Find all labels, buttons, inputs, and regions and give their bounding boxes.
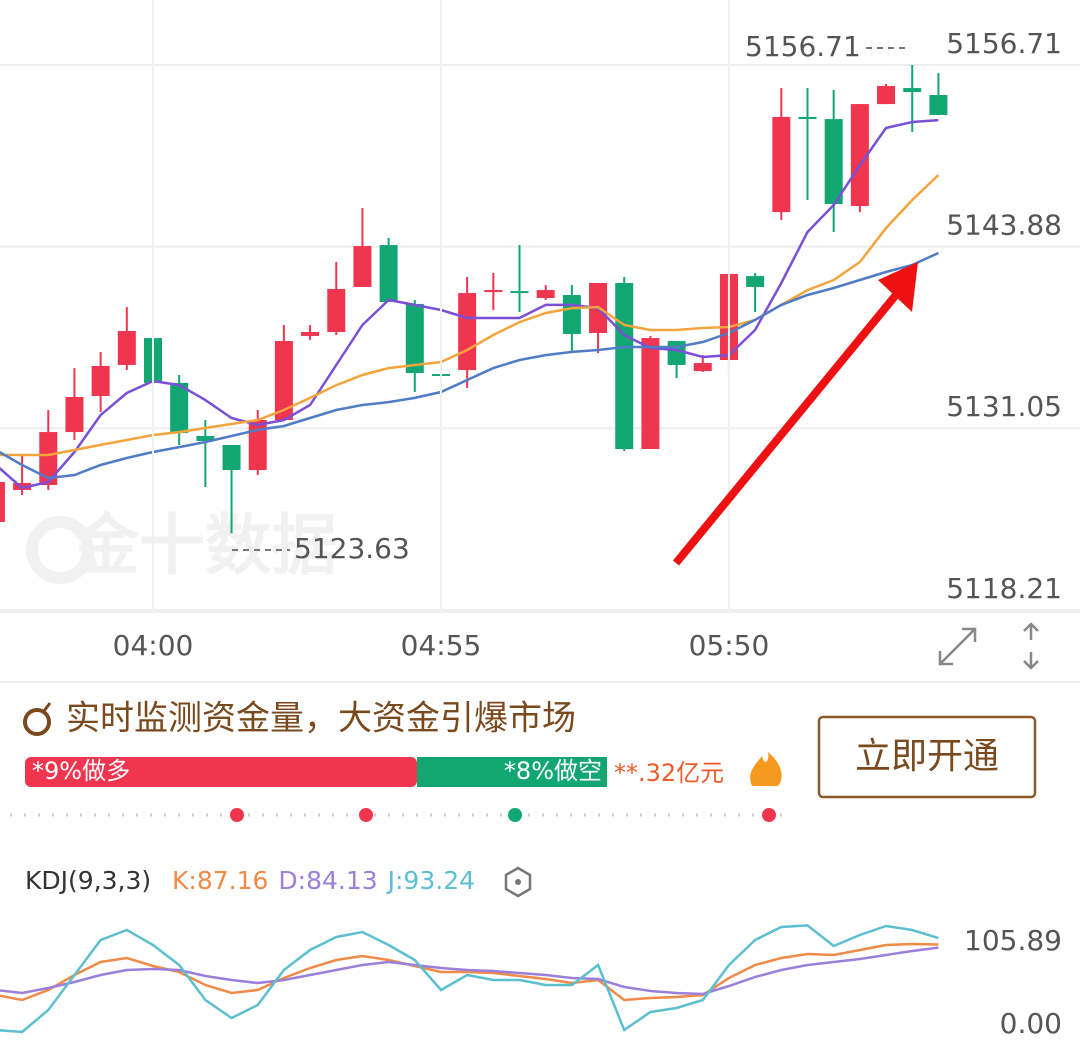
- dot: [230, 808, 244, 822]
- candle-body: [170, 382, 189, 434]
- kdj-line: [0, 924, 939, 1034]
- candle-body: [117, 330, 136, 365]
- kdj-line: [0, 946, 939, 996]
- candle-body: [850, 104, 869, 206]
- candle-body: [746, 276, 765, 287]
- candle-body: [458, 293, 477, 371]
- dot: [359, 808, 373, 822]
- arrow-head: [878, 262, 918, 312]
- amount: **.32亿元: [614, 759, 724, 787]
- candle-body: [379, 245, 398, 302]
- candle-body: [65, 396, 84, 433]
- short-label: *8%做空: [504, 757, 602, 785]
- candle-body: [562, 295, 581, 334]
- kdj-plot: 0.00 105.89 K:87.16 D:84.13 J:93.24: [0, 866, 1062, 1040]
- y-tick-label: 5131.05: [946, 390, 1062, 423]
- x-tick-label: 05:50: [689, 629, 770, 662]
- kdj-settings-icon[interactable]: [504, 866, 532, 898]
- candle-body: [484, 290, 503, 293]
- x-tick-label: 04:00: [113, 629, 194, 662]
- candle-body: [39, 432, 58, 486]
- candle-body: [824, 119, 843, 205]
- watermark: 金十数据: [72, 507, 337, 584]
- low-annotation: 5123.63: [294, 532, 410, 565]
- kdj-title: KDJ(9,3,3): [25, 866, 151, 895]
- price-plot: 5118.21 5131.05 5143.88 5156.71 04:00 04:55 05…: [0, 0, 1080, 662]
- candle-body: [641, 338, 660, 450]
- candle-body: [327, 288, 346, 332]
- open-button[interactable]: [817, 715, 1037, 799]
- legend-entry: J:93.24: [386, 866, 475, 895]
- long-bar: [25, 757, 417, 787]
- candle-body: [615, 283, 634, 450]
- candle-body: [798, 116, 817, 120]
- candle-body: [301, 331, 320, 336]
- candle-body: [929, 95, 948, 115]
- arrow-shaft: [672, 287, 904, 566]
- dot: [762, 808, 776, 822]
- open-button-label: 立即开通: [855, 736, 999, 777]
- x-tick-label: 04:55: [401, 629, 482, 662]
- candle-body: [248, 420, 267, 470]
- candle-body: [877, 85, 896, 105]
- candle-body: [903, 88, 922, 93]
- candle-body: [0, 482, 5, 522]
- y-tick-label: 0.00: [1000, 1007, 1062, 1040]
- candle-body: [693, 362, 712, 372]
- candle-body: [510, 291, 529, 294]
- legend-entry: D:84.13: [278, 866, 377, 895]
- switch-icon[interactable]: [1023, 622, 1039, 670]
- candle-body: [196, 436, 215, 441]
- candle-body: [536, 290, 555, 299]
- banner-title: 实时监测资金量，大资金引爆市场: [66, 699, 576, 739]
- y-tick-label: 5156.71: [946, 27, 1062, 60]
- legend-entry: K:87.16: [172, 866, 268, 895]
- kdj-line: [0, 942, 939, 1002]
- candle-body: [91, 365, 110, 396]
- candle-body: [405, 303, 424, 374]
- y-tick-label: 105.89: [964, 924, 1062, 957]
- hexagon-dot: [515, 879, 521, 885]
- banner[interactable]: 实时监测资金量，大资金引爆市场 *9%做多 *8%做空 **.32亿元 立即开通: [10, 699, 1037, 823]
- dot: [508, 808, 522, 822]
- flame-icon: [750, 752, 782, 786]
- candle-body: [274, 341, 293, 421]
- candle-body: [353, 246, 372, 287]
- long-label: *9%做多: [32, 757, 130, 785]
- short-bar: [417, 757, 607, 787]
- bomb-fuse: [42, 702, 52, 712]
- watermark-logo: [26, 516, 94, 584]
- y-tick-label: 5143.88: [946, 209, 1062, 242]
- high-annotation: 5156.71: [745, 30, 861, 63]
- y-tick-label: 5118.21: [946, 572, 1062, 605]
- hexagon: [504, 866, 532, 898]
- candle-body: [772, 116, 791, 213]
- bomb-icon: [23, 708, 51, 736]
- expand-icon[interactable]: [938, 627, 977, 666]
- candle-body: [222, 444, 241, 470]
